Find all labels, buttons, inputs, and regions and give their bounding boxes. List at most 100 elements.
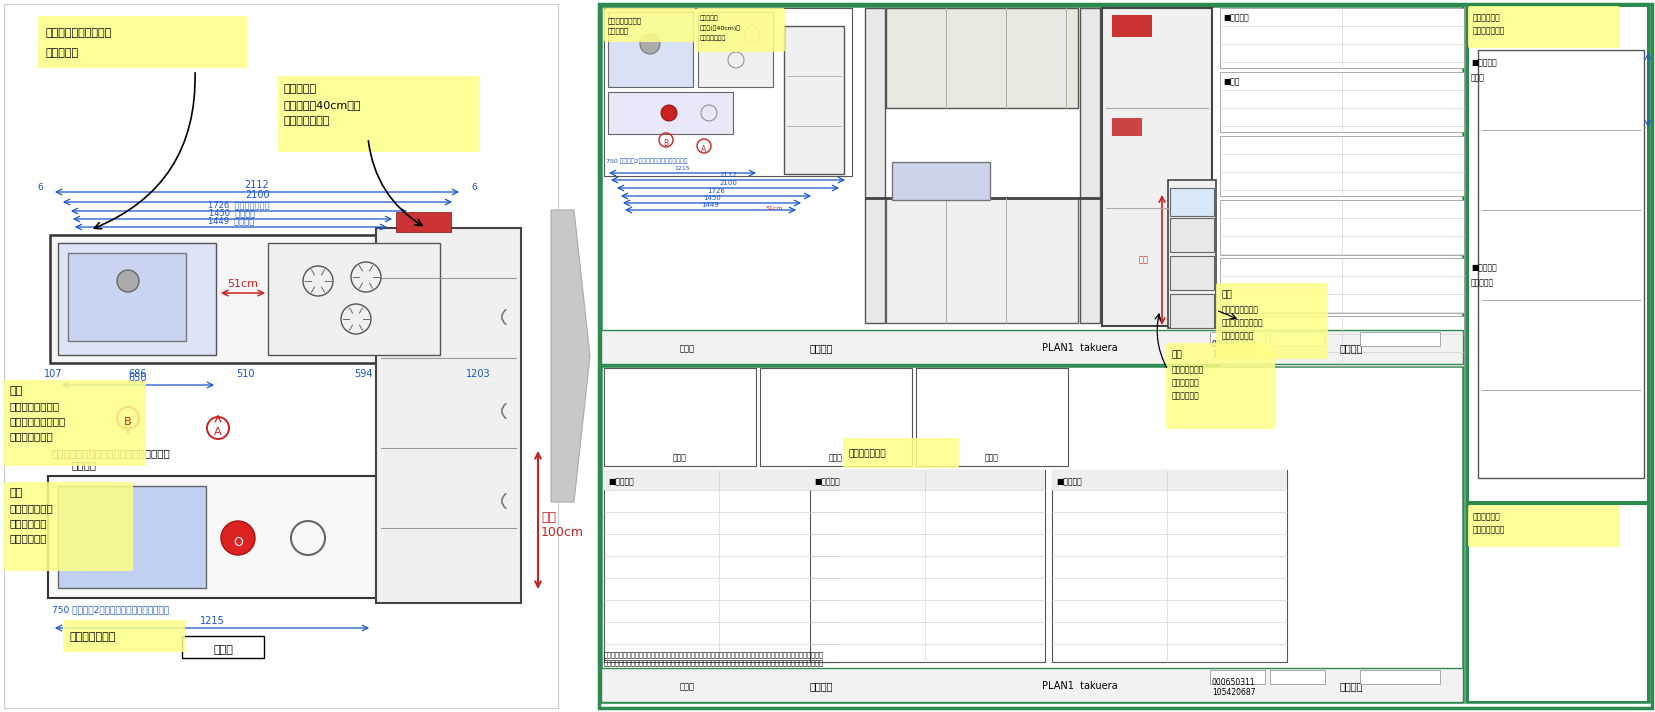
Text: シンクです: シンクです [607, 27, 629, 33]
Text: 105420687: 105420687 [1211, 350, 1254, 359]
Bar [1170, 256, 1213, 290]
Bar [58, 243, 215, 355]
Bar [1220, 200, 1463, 255]
Bar [809, 470, 1044, 662]
Text: 仕様による高さ: 仕様による高さ [1471, 26, 1504, 35]
Text: 平面図: 平面図 [672, 453, 687, 462]
Text: B: B [664, 139, 669, 147]
Text: 1726: 1726 [707, 188, 725, 194]
FancyArrowPatch shape [1155, 314, 1167, 367]
Text: ・炊飯ジャー: ・炊飯ジャー [10, 518, 48, 528]
Bar [1359, 670, 1440, 684]
Text: シンクです: シンクです [46, 48, 79, 58]
FancyBboxPatch shape [842, 438, 958, 468]
Bar [1359, 332, 1440, 346]
Circle shape [118, 270, 139, 292]
Text: ■品番: ■品番 [1223, 77, 1238, 86]
Text: PLAN1  takuera: PLAN1 takuera [1041, 343, 1117, 353]
Bar [3, 4, 558, 708]
Text: オーブンレンジ・コーヒー　ティファール: オーブンレンジ・コーヒー ティファール [51, 448, 170, 458]
Polygon shape [551, 210, 589, 502]
Text: ゴミ箱スペース: ゴミ箱スペース [849, 449, 885, 458]
Text: 686: 686 [129, 369, 147, 379]
FancyArrowPatch shape [367, 141, 422, 226]
Text: ■品番詳細: ■品番詳細 [1223, 13, 1248, 22]
Circle shape [220, 521, 255, 555]
Circle shape [660, 105, 677, 121]
FancyArrowPatch shape [501, 310, 505, 324]
Bar [1051, 470, 1286, 662]
Bar [607, 92, 733, 134]
Text: タクエラ: タクエラ [809, 681, 832, 691]
Text: A: A [702, 145, 707, 154]
Bar [601, 6, 1461, 364]
Bar [268, 243, 440, 355]
Bar [182, 636, 263, 658]
Bar [783, 26, 844, 174]
FancyBboxPatch shape [63, 620, 185, 652]
Text: 750 電源孔（2口線）・アースは取合い寸法: 750 電源孔（2口線）・アースは取合い寸法 [606, 158, 687, 164]
Text: 収納棚: 収納棚 [1470, 73, 1485, 82]
Text: 注文書: 注文書 [680, 344, 695, 353]
Text: 1450: 1450 [703, 195, 720, 201]
Bar [1478, 50, 1643, 478]
Bar [809, 470, 1044, 490]
Bar [915, 368, 1067, 466]
Text: 2100: 2100 [245, 190, 270, 200]
Text: 置いて頂けます: 置いて頂けます [283, 116, 331, 126]
Text: アドパネル: アドパネル [1470, 278, 1493, 287]
Text: 1449  水栓寸法: 1449 水栓寸法 [209, 216, 253, 225]
Text: 上段: 上段 [1221, 290, 1231, 299]
Bar [601, 668, 1461, 702]
FancyBboxPatch shape [38, 16, 247, 68]
Text: 1203: 1203 [465, 369, 490, 379]
Bar [1079, 8, 1099, 323]
Bar [760, 368, 912, 466]
Bar [604, 470, 839, 490]
Text: 平面図: 平面図 [213, 645, 233, 655]
Text: 炊飯棒(幅40cm)を: 炊飯棒(幅40cm)を [700, 26, 740, 31]
Text: ・コーヒーメーカー: ・コーヒーメーカー [1221, 318, 1263, 327]
Text: ・コーヒーメーカー: ・コーヒーメーカー [10, 416, 66, 426]
Bar [68, 253, 185, 341]
Text: 51cm: 51cm [765, 206, 783, 211]
Text: 高さ
100cm: 高さ 100cm [541, 511, 584, 539]
Text: 1215: 1215 [674, 166, 690, 171]
Text: 断面図: 断面図 [985, 453, 998, 462]
Bar [1269, 332, 1324, 346]
Text: 高さ: 高さ [1139, 255, 1149, 264]
FancyBboxPatch shape [3, 482, 132, 571]
Text: ■品番詳細: ■品番詳細 [1470, 263, 1496, 272]
Text: 107: 107 [43, 369, 63, 379]
Bar [396, 212, 450, 232]
Bar [604, 8, 851, 176]
FancyBboxPatch shape [695, 8, 784, 52]
Bar [1167, 180, 1215, 328]
Text: （スライド式）: （スライド式） [1172, 365, 1203, 374]
Bar [376, 228, 521, 603]
Text: ・オーブンレンジ: ・オーブンレンジ [10, 401, 60, 411]
Text: 断面図: 断面図 [829, 453, 842, 462]
Text: 51cm: 51cm [227, 279, 258, 289]
Text: 594: 594 [354, 369, 372, 379]
Text: お手持ちの: お手持ちの [283, 84, 318, 94]
FancyBboxPatch shape [1165, 343, 1274, 429]
Text: 750 電源孔（2口線）・アースは取合い寸法: 750 電源孔（2口線）・アースは取合い寸法 [51, 605, 169, 614]
Text: 2112: 2112 [718, 172, 736, 178]
Bar [1210, 670, 1264, 684]
Bar [604, 368, 756, 466]
Bar [604, 470, 839, 662]
FancyBboxPatch shape [1466, 505, 1619, 547]
Text: 650: 650 [129, 373, 147, 383]
Text: ■品番詳細: ■品番詳細 [1470, 58, 1496, 67]
Text: 下段: 下段 [10, 488, 23, 498]
Text: 神　田島: 神 田島 [1339, 681, 1362, 691]
Bar [892, 162, 990, 200]
Bar [1465, 504, 1648, 702]
Text: ■品目詳細: ■品目詳細 [814, 477, 839, 486]
Bar [1210, 332, 1264, 346]
Bar [601, 366, 1461, 702]
Text: 炊飯棒（幅40cm）を: 炊飯棒（幅40cm）を [283, 100, 361, 110]
Bar [697, 12, 773, 87]
FancyArrowPatch shape [94, 73, 195, 229]
